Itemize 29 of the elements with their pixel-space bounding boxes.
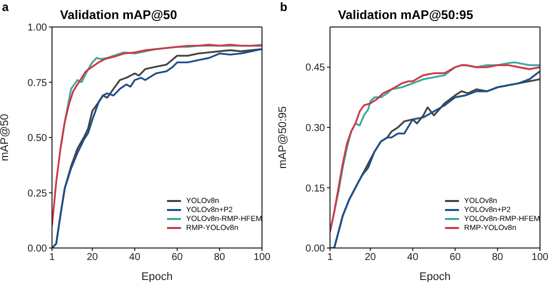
chart-title: Validation mAP@50:95: [338, 8, 474, 22]
y-tick-label: 0.00: [28, 244, 48, 255]
y-tick-label: 0.75: [28, 78, 48, 89]
chart-title: Validation mAP@50: [60, 8, 178, 22]
y-tick-label: 0.00: [306, 244, 326, 255]
y-tick-label: 0.50: [28, 133, 48, 144]
y-tick-label: 0.30: [306, 123, 326, 134]
x-tick-label: 20: [86, 252, 98, 264]
x-tick-label: 60: [450, 252, 462, 264]
x-tick-label: 1: [327, 252, 334, 264]
text: b: [280, 0, 288, 14]
y-axis-title: mAP@50: [0, 114, 11, 162]
x-axis-title: Epoch: [419, 271, 451, 283]
text: a: [2, 0, 9, 14]
y-tick-label: 1.00: [28, 22, 48, 34]
x-tick-label: 1: [49, 252, 56, 264]
y-axis-title: mAP@50:95: [276, 106, 289, 169]
x-tick-label: 100: [532, 252, 549, 264]
x-tick-label: 80: [492, 252, 504, 264]
x-tick-label: 60: [172, 252, 184, 264]
y-tick-label: 0.25: [28, 188, 48, 200]
x-tick-label: 80: [214, 252, 226, 264]
x-axis-title: Epoch: [141, 271, 173, 283]
x-tick-label: 40: [407, 252, 419, 264]
x-tick-label: 40: [129, 252, 141, 264]
y-tick-label: 0.45: [306, 62, 326, 74]
x-tick-label: 20: [364, 252, 376, 264]
y-tick-label: 0.15: [306, 183, 326, 194]
x-tick-label: 100: [254, 252, 271, 264]
